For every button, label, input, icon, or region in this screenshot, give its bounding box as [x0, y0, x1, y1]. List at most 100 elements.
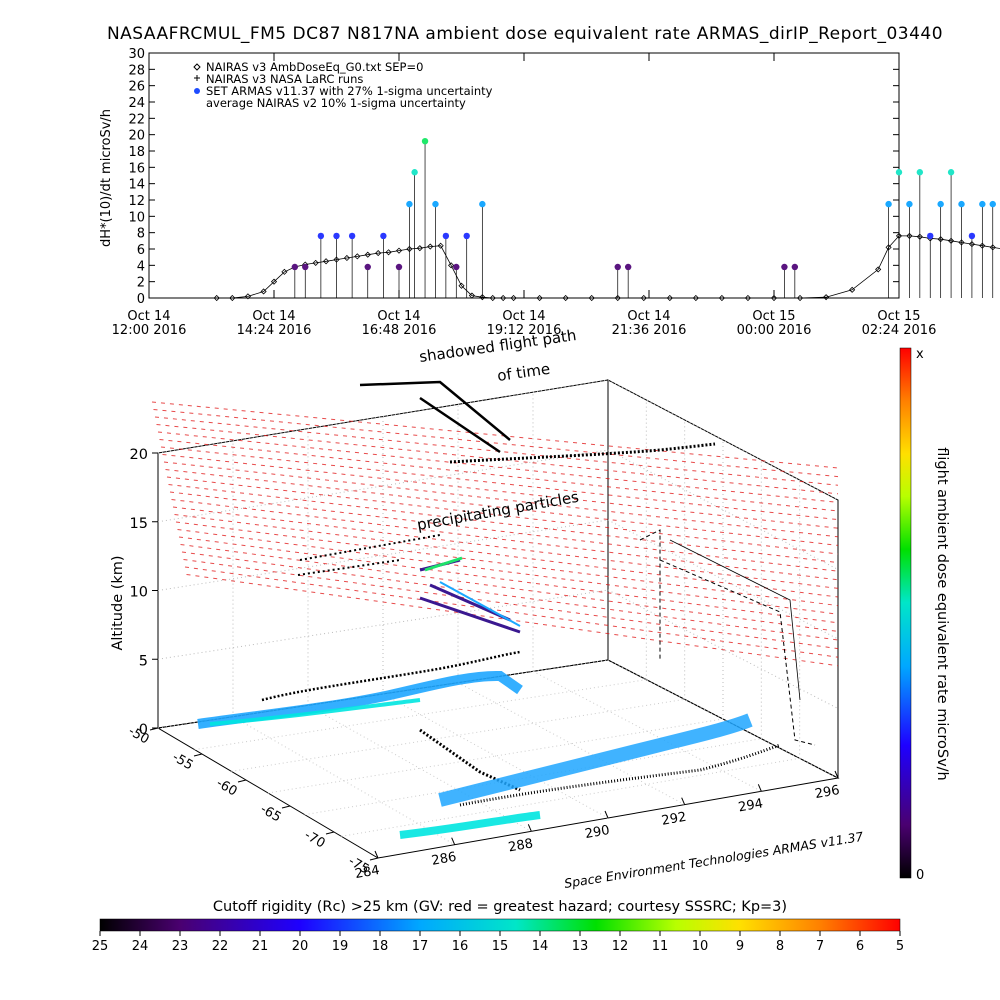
particle-row — [159, 439, 839, 512]
data-point-diamond — [437, 242, 444, 249]
data-point-diamond — [796, 294, 804, 302]
data-point-diamond — [692, 294, 699, 302]
data-point-diamond — [343, 254, 350, 262]
x-tick-label: Oct 15 — [752, 309, 795, 324]
particle-row — [183, 559, 839, 650]
data-point-armas — [463, 232, 470, 240]
precipitating-particle-field — [151, 401, 839, 667]
data-point-diamond — [718, 294, 725, 302]
longitude-tick-label: 292 — [661, 810, 688, 829]
latitude-tick-label: -55 — [170, 750, 196, 774]
data-point-diamond — [281, 268, 288, 275]
rigidity-tick-label: 20 — [292, 939, 309, 954]
altitude-tick-label: 0 — [139, 722, 148, 738]
latitude-ticks: -50-55-60-65-70-75 — [126, 724, 379, 877]
rigidity-tick-label: 14 — [532, 939, 549, 954]
longitude-tick-mark — [834, 770, 839, 779]
data-point-armas — [947, 169, 955, 176]
latitude-tick-label: -65 — [258, 802, 284, 826]
latitude-tick-mark — [193, 753, 203, 757]
x-tick-label: Oct 15 — [877, 309, 920, 324]
rigidity-tick-label: 12 — [612, 939, 629, 954]
dose-colorbar-bottom-label: 0 — [916, 868, 924, 883]
y-tick-label: 26 — [128, 80, 145, 95]
y-tick-label: 22 — [128, 112, 145, 127]
data-point-diamond — [427, 243, 434, 250]
data-point-diamond — [744, 294, 752, 302]
data-point-armas — [395, 263, 403, 271]
data-point-armas — [927, 232, 934, 240]
particle-row — [157, 431, 839, 503]
grid-line — [194, 679, 647, 751]
data-point-armas — [421, 138, 429, 145]
data-point-diamond — [562, 294, 569, 302]
data-point-diamond — [489, 294, 496, 302]
rigidity-tick-label: 7 — [816, 939, 824, 954]
data-point-diamond — [260, 288, 267, 295]
particle-row — [178, 536, 839, 624]
particle-row — [151, 401, 839, 469]
data-point-armas — [302, 263, 309, 271]
grid-line — [231, 698, 685, 772]
y-tick-label: 30 — [128, 47, 145, 62]
track-segment — [209, 698, 421, 726]
data-point-diamond — [244, 293, 252, 300]
3d-grid — [157, 379, 839, 846]
rigidity-tick-label: 23 — [172, 939, 189, 954]
data-point-diamond — [213, 294, 220, 302]
y-tick-label: 2 — [137, 276, 145, 291]
rigidity-tick-label: 18 — [372, 939, 389, 954]
rigidity-tick-label: 22 — [212, 939, 229, 954]
data-point-diamond — [375, 250, 382, 257]
data-point-diamond — [385, 249, 392, 256]
data-point-armas — [411, 169, 418, 176]
y-tick-label: 14 — [128, 178, 145, 193]
altitude-tick-label: 10 — [130, 585, 148, 601]
track-segment — [459, 743, 781, 807]
legend-diamond-marker — [193, 63, 201, 71]
data-point-diamond — [468, 292, 475, 299]
longitude-tick-mark — [757, 784, 762, 792]
longitude-tick-label: 288 — [507, 836, 534, 855]
data-point-armas — [432, 200, 439, 208]
flight-segment — [419, 558, 521, 634]
data-point-armas — [333, 232, 340, 240]
particle-row — [172, 506, 839, 589]
data-point-diamond — [640, 294, 647, 302]
rigidity-tick-label: 10 — [692, 939, 709, 954]
y-tick-label: 0 — [137, 292, 145, 307]
rigidity-tick-label: 25 — [92, 939, 109, 954]
rigidity-tick-label: 6 — [856, 939, 864, 954]
rigidity-colorbar-title: Cutoff rigidity (Rc) >25 km (GV: red = g… — [213, 899, 787, 915]
particle-row — [181, 551, 839, 641]
altitude-tick-label: 20 — [130, 447, 148, 463]
longitude-tick-label: 284 — [354, 863, 381, 882]
data-point-diamond — [875, 266, 882, 273]
dose-colorbar-label: flight ambient dose equivalent rate micr… — [934, 447, 950, 780]
particle-row — [169, 491, 839, 572]
particle-row — [175, 521, 839, 607]
grid-line — [307, 704, 532, 832]
data-point-armas — [885, 200, 892, 208]
latitude-tick-mark — [369, 857, 379, 861]
rigidity-tick-label: 13 — [572, 939, 589, 954]
data-point-diamond — [416, 245, 423, 252]
grid-line — [607, 519, 839, 640]
data-point-armas — [442, 232, 450, 240]
x-tick-label: 00:00 2016 — [737, 323, 812, 338]
flight-segment — [439, 581, 521, 627]
altitude-ticks: 0 5 10 15 20 — [130, 447, 158, 738]
data-point-diamond — [479, 294, 486, 301]
y-tick-label: 4 — [137, 259, 145, 274]
y-tick-label: 6 — [137, 243, 145, 258]
latitude-tick-label: -70 — [302, 828, 328, 852]
data-point-diamond — [536, 294, 543, 302]
data-point-armas — [937, 200, 944, 208]
series-layer — [213, 138, 1000, 302]
data-point-diamond — [312, 259, 319, 266]
longitude-tick-mark — [681, 797, 686, 805]
altitude-axis-label: Altitude (km) — [110, 555, 126, 650]
